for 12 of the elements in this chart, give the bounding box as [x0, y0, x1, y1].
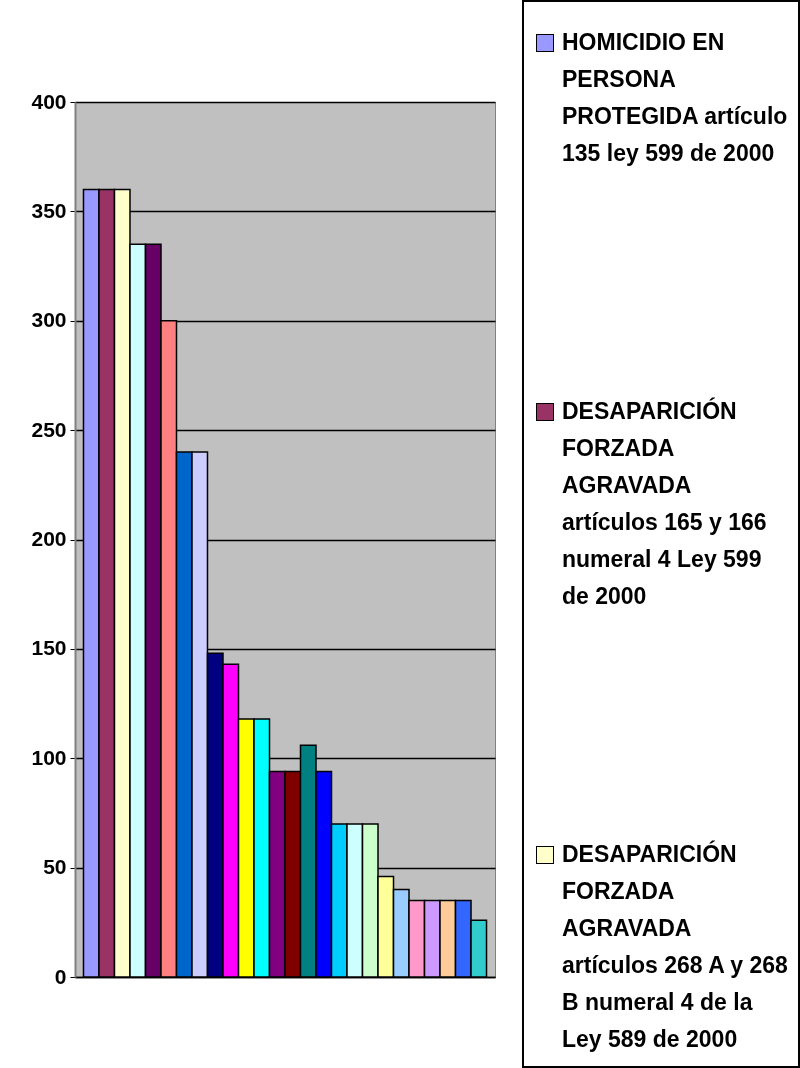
legend-label: DESAPARICIÓN FORZADA AGRAVADA artículos 165 y 166 numeral 4 Ley 599 de 2000 — [562, 396, 768, 611]
y-tick-label: 0 — [54, 964, 67, 988]
y-tick-label: 50 — [43, 855, 67, 879]
y-tick-label: 250 — [31, 417, 67, 441]
y-tick-label: 350 — [31, 198, 67, 222]
y-tick-label: 200 — [31, 527, 67, 550]
y-tick-label: 400 — [31, 89, 67, 113]
y-tick-label: 300 — [31, 308, 67, 332]
y-tick-label: 150 — [31, 636, 67, 660]
legend-label: HOMICIDIO EN PERSONA PROTEGIDA artículo 135 ley 599 de 2000 — [562, 28, 788, 168]
legend-label: DESAPARICIÓN FORZADA AGRAVADA artículos 268 A y 268 B numeral 4 de la Ley 589 de 2000 — [562, 839, 788, 1054]
y-tick-label: 100 — [31, 745, 67, 769]
